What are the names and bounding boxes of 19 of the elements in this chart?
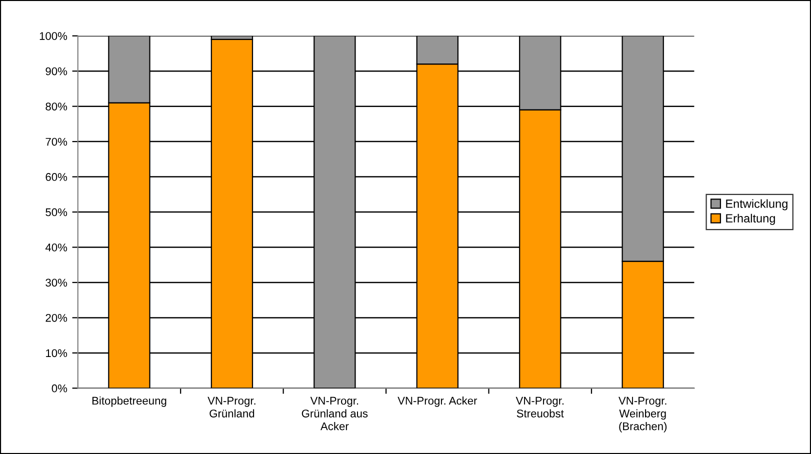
x-tick-label: VN-Progr. Grünland: [208, 396, 256, 418]
y-tick-label: 90%: [46, 67, 68, 76]
y-tick-label: 70%: [46, 138, 68, 146]
x-tick-label: VN-Progr. Acker: [398, 396, 478, 407]
legend-label: Erhaltung: [726, 214, 775, 225]
y-tick-label: 0%: [52, 384, 68, 392]
x-tick-label: VN-Progr. Grünland aus Acker: [302, 396, 368, 430]
y-tick-label: 20%: [46, 314, 68, 322]
y-tick-label: 40%: [45, 244, 68, 252]
legend-label: Entwicklung: [726, 199, 788, 210]
x-tick-label: VN-Progr. Streuobst: [516, 396, 564, 418]
y-tick-label: 60%: [46, 173, 68, 181]
y-tick-label: 50%: [46, 208, 68, 216]
y-tick-label: 10%: [46, 349, 68, 358]
x-tick-label: VN-Progr. Weinberg (Brachen): [618, 396, 667, 432]
y-tick-label: 30%: [46, 278, 68, 287]
y-tick-label: 80%: [46, 102, 68, 110]
y-tick-label: 100%: [40, 32, 68, 40]
x-tick-label: Bitopbetreeung: [92, 396, 166, 407]
